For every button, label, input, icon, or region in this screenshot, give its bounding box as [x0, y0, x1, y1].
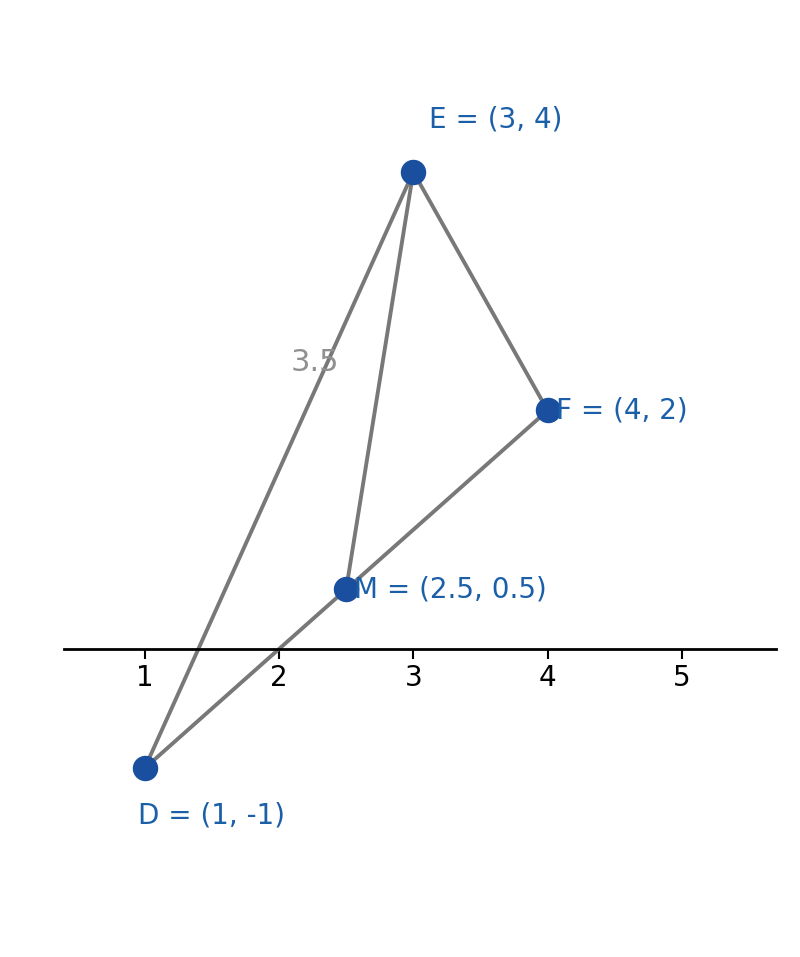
Point	[407, 165, 420, 180]
Text: D = (1, -1): D = (1, -1)	[138, 802, 285, 830]
Point	[340, 582, 353, 597]
Text: 3.5: 3.5	[291, 348, 339, 377]
Point	[542, 403, 554, 418]
Text: M = (2.5, 0.5): M = (2.5, 0.5)	[354, 575, 547, 604]
Point	[138, 761, 151, 776]
Text: E = (3, 4): E = (3, 4)	[430, 105, 562, 134]
Text: F = (4, 2): F = (4, 2)	[556, 396, 687, 425]
